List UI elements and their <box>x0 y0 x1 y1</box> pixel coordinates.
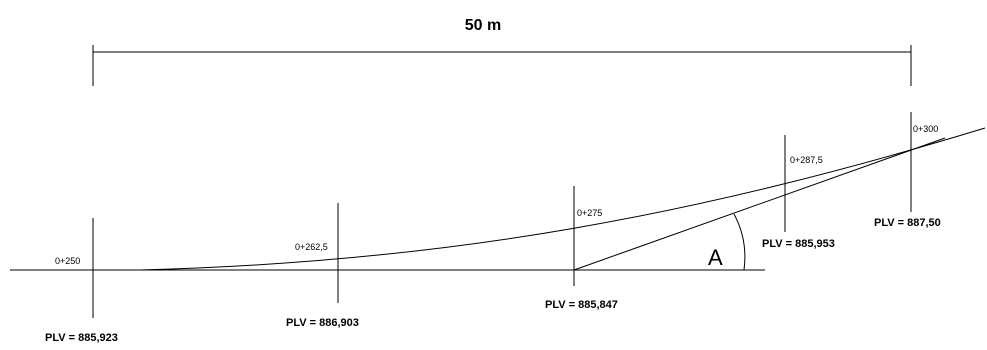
station-label-2: 0+275 <box>577 208 602 218</box>
plv-label-4: PLV = 887,50 <box>874 217 941 229</box>
angle-label: A <box>708 245 723 270</box>
station-label-1: 0+262,5 <box>295 242 328 252</box>
station-label-4: 0+300 <box>913 124 938 134</box>
plv-label-2: PLV = 885,847 <box>545 299 618 311</box>
plv-label-1: PLV = 886,903 <box>286 317 359 329</box>
station-label-3: 0+287,5 <box>790 155 823 165</box>
tangent-line <box>573 137 946 271</box>
angle-arc <box>733 213 746 271</box>
vertical-curve <box>139 127 986 271</box>
plv-label-0: PLV = 885,923 <box>45 332 118 344</box>
plv-label-3: PLV = 885,953 <box>762 238 835 250</box>
dimension-label: 50 m <box>465 17 501 34</box>
station-label-0: 0+250 <box>55 256 80 266</box>
